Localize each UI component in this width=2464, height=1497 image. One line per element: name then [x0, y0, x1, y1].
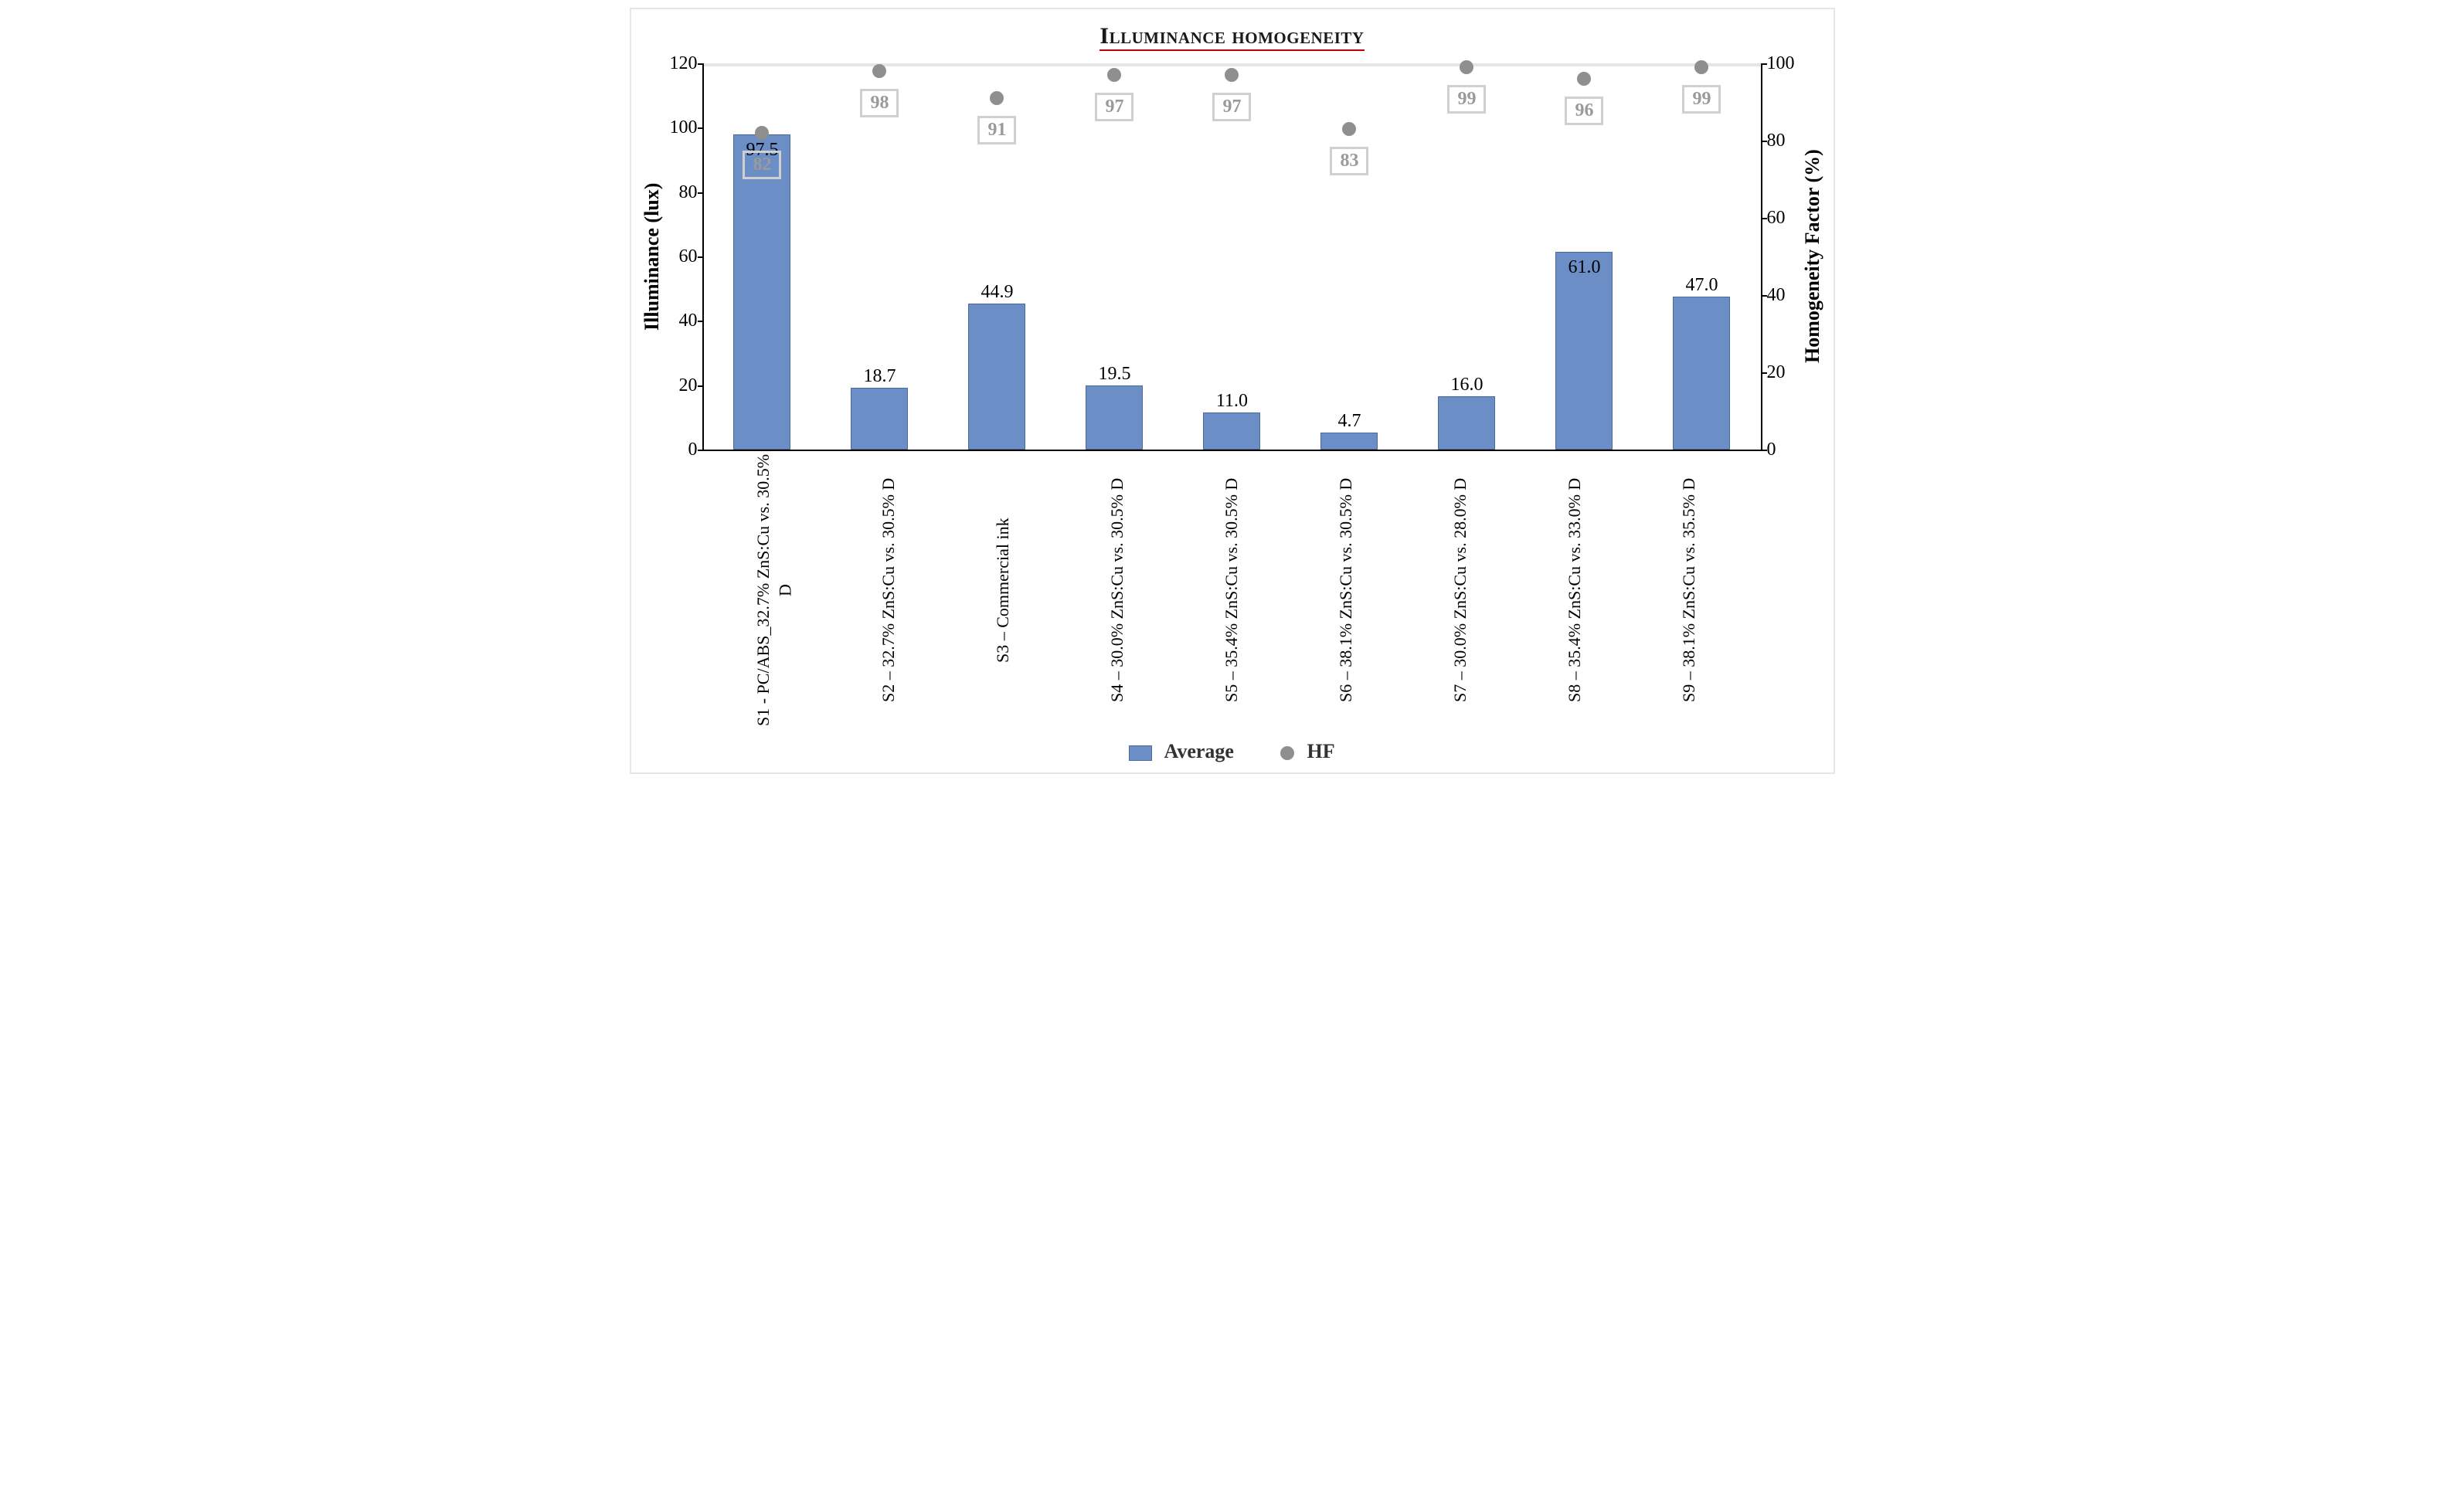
x-tick: S3 – Commercial ink [952, 451, 1055, 729]
x-tick-label: S2 – 32.7% ZnS:Cu vs. 30.5% D [878, 451, 900, 729]
hf-dot-label: 96 [1565, 97, 1603, 125]
bar: 19.5 [1086, 385, 1143, 450]
x-tick: S7 – 30.0% ZnS:Cu vs. 28.0% D [1409, 451, 1512, 729]
y-left-tick: 0 [688, 440, 698, 459]
y-right-tick: 40 [1767, 286, 1786, 304]
y-right-tick: 0 [1767, 440, 1776, 459]
plot-slot: 19.5 97 [1062, 63, 1167, 450]
bar: 44.9 [968, 304, 1025, 450]
y-axis-left-label: Illuminance (lux) [641, 63, 664, 450]
bar: 4.7 [1320, 433, 1378, 450]
y-left-tick: 40 [679, 311, 698, 330]
x-tick-label: S4 – 30.0% ZnS:Cu vs. 30.5% D [1106, 451, 1129, 729]
y-right-tick: 20 [1767, 363, 1786, 382]
legend-label-hf: HF [1307, 740, 1334, 762]
plot-slot: 18.7 98 [827, 63, 933, 450]
x-tick: S4 – 30.0% ZnS:Cu vs. 30.5% D [1066, 451, 1169, 729]
x-tick-label: S6 – 38.1% ZnS:Cu vs. 30.5% D [1335, 451, 1358, 729]
hf-dot [1694, 60, 1708, 74]
hf-dot [1107, 68, 1121, 82]
hf-dot-label: 83 [1330, 147, 1368, 175]
y-right-tick: 60 [1767, 209, 1786, 227]
plot-area: 97.582 18.7 98 44.9 91 19.5 97 11.0 97 4.7 83 16.0 9… [704, 63, 1761, 451]
hf-dot-label: 97 [1212, 93, 1251, 121]
hf-dot [872, 64, 886, 78]
bar: 47.0 [1673, 297, 1730, 450]
bar: 18.7 [851, 388, 908, 450]
y-left-tick: 100 [670, 118, 698, 137]
plot-slot: 4.7 83 [1297, 63, 1402, 450]
bar-label: 4.7 [1337, 411, 1361, 432]
y-left-tick: 80 [679, 183, 698, 202]
x-tick: S8 – 35.4% ZnS:Cu vs. 33.0% D [1524, 451, 1626, 729]
hf-dot-label: 91 [977, 116, 1016, 144]
x-tick: S2 – 32.7% ZnS:Cu vs. 30.5% D [838, 451, 940, 729]
x-tick: S6 – 38.1% ZnS:Cu vs. 30.5% D [1295, 451, 1398, 729]
y-axis-left: 020406080100120 [664, 63, 704, 450]
x-tick-label: S8 – 35.4% ZnS:Cu vs. 33.0% D [1564, 451, 1586, 729]
x-axis-ticks: S1 - PC/ABS_32.7% ZnS:Cu vs. 30.5% D S2 –… [718, 451, 1747, 729]
bar: 97.5 [733, 134, 790, 450]
legend-item-hf: HF [1280, 740, 1335, 763]
y-axis-right-label: Homogeneity Factor (%) [1801, 63, 1824, 450]
bar: 61.0 [1555, 252, 1613, 450]
hf-dot [1460, 60, 1473, 74]
bar-label: 18.7 [863, 366, 896, 387]
plot-slot: 44.9 91 [944, 63, 1050, 450]
hf-dot-label: 99 [1682, 85, 1721, 114]
y-left-tick: 120 [670, 54, 698, 73]
plot-slot: 11.0 97 [1179, 63, 1285, 450]
plot-slot: 61.0 96 [1531, 63, 1637, 450]
bar-label: 61.0 [1568, 257, 1600, 278]
plot-slot: 16.0 99 [1414, 63, 1520, 450]
hf-dot [1342, 122, 1356, 136]
bar-label: 47.0 [1685, 275, 1718, 296]
x-tick-label: S1 - PC/ABS_32.7% ZnS:Cu vs. 30.5% D [753, 451, 797, 729]
y-right-tick: 100 [1767, 54, 1795, 73]
chart-row: Illuminance (lux) 020406080100120 97.582… [641, 63, 1824, 451]
x-tick-label: S9 – 38.1% ZnS:Cu vs. 35.5% D [1678, 451, 1701, 729]
y-right-tick: 80 [1767, 131, 1786, 150]
bar: 16.0 [1438, 396, 1495, 450]
hf-dot [990, 91, 1004, 105]
hf-dot-label: 98 [860, 89, 899, 117]
x-tick: S9 – 38.1% ZnS:Cu vs. 35.5% D [1638, 451, 1741, 729]
plot-slot: 47.0 99 [1649, 63, 1755, 450]
hf-dot-label: 97 [1095, 93, 1133, 121]
y-left-tick: 60 [679, 247, 698, 266]
legend-swatch-dot [1280, 746, 1294, 760]
legend-item-average: Average [1129, 740, 1234, 763]
hf-dot-label: 82 [743, 151, 781, 179]
bar-label: 44.9 [981, 282, 1013, 303]
bar-label: 16.0 [1450, 375, 1483, 395]
chart-title: Illuminance homogeneity [1099, 23, 1364, 51]
hf-dot [755, 126, 769, 140]
x-tick-label: S3 – Commercial ink [992, 451, 1014, 729]
chart-card: Illuminance homogeneity Illuminance (lux… [630, 8, 1835, 774]
x-tick: S1 - PC/ABS_32.7% ZnS:Cu vs. 30.5% D [723, 451, 826, 729]
bar: 11.0 [1203, 412, 1260, 450]
hf-dot [1225, 68, 1239, 82]
x-tick: S5 – 35.4% ZnS:Cu vs. 30.5% D [1181, 451, 1283, 729]
hf-dot-label: 99 [1447, 85, 1486, 114]
x-tick-label: S7 – 30.0% ZnS:Cu vs. 28.0% D [1450, 451, 1472, 729]
legend-swatch-bar [1129, 745, 1152, 761]
chart-title-wrap: Illuminance homogeneity [641, 23, 1824, 49]
legend: Average HF [641, 740, 1824, 763]
bar-label: 11.0 [1216, 391, 1248, 412]
bar-label: 19.5 [1098, 364, 1130, 385]
legend-label-average: Average [1164, 740, 1234, 762]
hf-dot [1577, 72, 1591, 86]
y-axis-right: 020406080100 [1761, 63, 1801, 450]
plot-slot: 97.582 [709, 63, 815, 450]
x-tick-label: S5 – 35.4% ZnS:Cu vs. 30.5% D [1221, 451, 1243, 729]
y-left-tick: 20 [679, 376, 698, 395]
